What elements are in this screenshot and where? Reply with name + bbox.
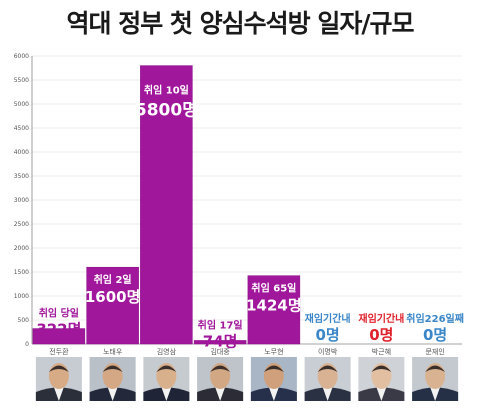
portrait-shirt	[215, 387, 226, 401]
y-tick-label: 1000	[14, 293, 29, 300]
y-tick-label: 0	[25, 341, 29, 348]
y-tick-label: 3500	[14, 173, 29, 180]
portrait-hair	[210, 365, 231, 372]
bar-annotation-label: 취임226일째	[406, 312, 464, 325]
bar-annotation-label: 취임 65일	[251, 282, 296, 295]
x-tick-label: 이명박	[318, 347, 338, 356]
bar-김영삼	[140, 65, 193, 345]
y-tick-label: 500	[18, 317, 30, 324]
y-tick-label: 2000	[14, 245, 29, 252]
portrait-shirt	[376, 387, 387, 401]
x-tick-label: 노무현	[264, 348, 283, 356]
y-tick-label: 2500	[14, 221, 29, 228]
x-tick-label: 문재인	[425, 347, 444, 356]
portrait-hair	[263, 365, 284, 372]
x-tick-label: 박근혜	[372, 347, 391, 356]
portrait-hair	[371, 365, 392, 372]
bar-value-label: 0명	[316, 326, 340, 344]
y-tick-label: 5000	[14, 101, 29, 108]
x-tick-label: 노태우	[103, 348, 123, 356]
bar-value-label: 0명	[423, 326, 447, 344]
portrait-shirt	[430, 387, 441, 401]
bar-value-label: 1424명	[246, 297, 302, 315]
portrait-hair	[48, 365, 69, 372]
y-tick-label: 4500	[14, 125, 29, 132]
portrait-shirt	[161, 387, 172, 401]
bar-김대중	[193, 340, 247, 345]
portrait-shirt	[107, 387, 118, 401]
portrait-shirt	[322, 387, 333, 401]
bar-value-label: 5800명	[135, 101, 198, 121]
y-tick-label: 6000	[14, 53, 29, 60]
y-tick-label: 1500	[14, 269, 29, 276]
portrait-hair	[156, 365, 177, 372]
y-tick-label: 5500	[14, 77, 29, 84]
bar-전두환	[32, 328, 86, 345]
bar-노무현	[247, 275, 301, 345]
portrait-hair	[102, 365, 123, 372]
portrait-hair	[317, 365, 338, 372]
bar-value-label: 1600명	[85, 288, 141, 306]
bar-annotation-label: 재임기간내	[305, 312, 351, 325]
x-tick-label: 김대중	[210, 348, 230, 356]
bar-annotation-label: 재임기간내	[358, 312, 404, 325]
bar-annotation-label: 취임 2일	[94, 273, 132, 286]
x-tick-label: 전두환	[49, 347, 69, 356]
bar-value-label: 0명	[369, 326, 393, 344]
y-tick-label: 4000	[14, 149, 29, 156]
bar-노태우	[86, 266, 139, 345]
bar-value-label: 74명	[203, 332, 238, 350]
chart-title: 역대 정부 첫 양심수석방 일자/규모	[66, 9, 415, 38]
bar-annotation-label: 취임 17일	[198, 318, 243, 331]
bar-value-label: 322명	[36, 321, 81, 339]
portrait-hair	[425, 365, 446, 372]
bar-annotation-label: 취임 10일	[144, 84, 189, 97]
x-tick-label: 김영삼	[157, 347, 177, 356]
portrait-shirt	[53, 387, 64, 401]
portrait-shirt	[268, 387, 279, 401]
bar-annotation-label: 취임 당일	[39, 307, 79, 320]
y-tick-label: 3000	[14, 197, 29, 204]
